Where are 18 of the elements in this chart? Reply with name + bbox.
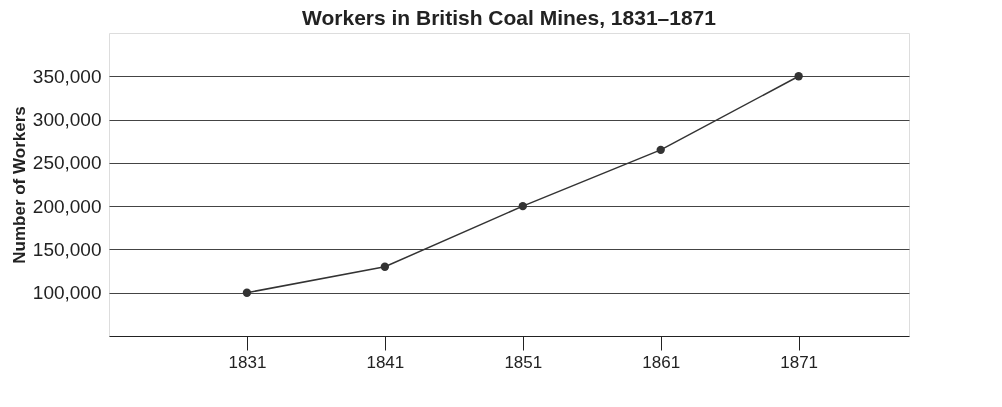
y-tick-label: 250,000 <box>32 152 102 174</box>
x-tick-label: 1861 <box>642 352 681 372</box>
x-tick-label: 1871 <box>780 352 819 372</box>
x-tick-label: 1851 <box>504 352 543 372</box>
point <box>794 72 803 81</box>
y-tick-label: 300,000 <box>32 109 102 131</box>
y-tick-label: 350,000 <box>32 65 102 87</box>
x-tick-label: 1831 <box>228 352 267 372</box>
y-tick-label: 100,000 <box>32 282 102 304</box>
point <box>380 262 390 271</box>
x-tick-label: 1841 <box>366 352 405 372</box>
y-tick-label: 200,000 <box>32 195 102 217</box>
chart-title: Workers in British Coal Mines, 1831–1871 <box>302 6 717 29</box>
point <box>242 288 252 297</box>
y-axis-title: Number of Workers <box>9 106 29 264</box>
point <box>518 201 527 211</box>
point <box>656 145 665 155</box>
y-tick-label: 150,000 <box>32 238 102 260</box>
